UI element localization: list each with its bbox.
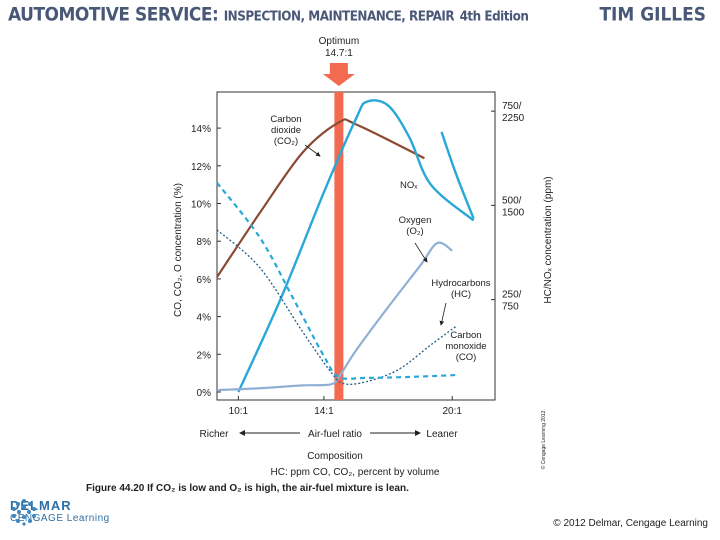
logo-text-cengage: CENGAGE Learning [10, 513, 110, 524]
x-tick-label: 20:1 [442, 406, 462, 417]
x-tick-label: 10:1 [229, 406, 249, 417]
co-label: Carbon [450, 330, 481, 341]
optimum-arrow-icon [322, 74, 355, 86]
o2-leader-arrow [414, 242, 428, 263]
plot-frame [216, 91, 496, 401]
x-axis-title: Air-fuel ratio [308, 429, 362, 440]
nox-curve [237, 99, 475, 393]
y-right-tick-label-bottom: 750 [502, 302, 519, 313]
side-credit: © Cengage Learning 2012 [540, 410, 547, 469]
delmar-logo: DELMAR CENGAGE Learning [10, 498, 110, 526]
y-right-tick-label-bottom: 2250 [502, 113, 525, 124]
copyright-notice: © 2012 Delmar, Cengage Learning [553, 518, 708, 529]
y-left-tick-label: 12% [191, 162, 211, 173]
cengage-logo-icon [12, 499, 36, 526]
co2-label: Carbon [270, 114, 301, 125]
co2-label: dioxide [271, 125, 301, 136]
o2-label: (O₂) [406, 226, 423, 237]
y-right-axis-title: HC/NOₓ concentration (ppm) [543, 176, 554, 303]
x-label-richer: Richer [200, 429, 230, 440]
hc-leader-arrow [439, 302, 447, 326]
optimum-arrow-shaft [329, 63, 348, 75]
y-left-tick-label: 10% [191, 200, 211, 211]
y-right-tick-label-top: 750/ [502, 101, 522, 112]
book-title: AUTOMOTIVE SERVICE: INSPECTION, MAINTENA… [8, 4, 529, 26]
composition-title: Composition [307, 451, 363, 462]
book-title-sub: INSPECTION, MAINTENANCE, REPAIR [223, 8, 455, 24]
y-right-tick-label-top: 500/ [502, 195, 522, 206]
x-label-leaner: Leaner [426, 429, 458, 440]
y-left-tick-label: 14% [191, 124, 211, 135]
composition-text: HC: ppm CO, CO₂, percent by volume [271, 467, 440, 478]
co-label: monoxide [445, 341, 486, 352]
y-left-tick-label: 0% [197, 388, 212, 399]
nox-label: NOₓ [400, 180, 418, 191]
co2-label: (CO₂) [274, 136, 298, 147]
o2-label: Oxygen [399, 215, 432, 226]
hc-label: Hydrocarbons [431, 278, 490, 289]
hc-label: (HC) [451, 289, 471, 300]
o2-tail-curve [440, 131, 475, 220]
co-curve [216, 229, 457, 385]
y-left-tick-label: 2% [197, 350, 212, 361]
co-label: (CO) [456, 352, 477, 363]
book-author: TIM GILLES [599, 4, 706, 26]
optimum-label: Optimum [319, 36, 360, 47]
x-tick-label: 14:1 [314, 406, 334, 417]
optimum-value: 14.7:1 [325, 48, 353, 59]
y-left-tick-label: 6% [197, 275, 212, 286]
y-right-tick-label-top: 250/ [502, 290, 522, 301]
book-edition: 4th Edition [459, 8, 529, 24]
co2-curve [216, 118, 425, 278]
figure-caption: Figure 44.20 If CO₂ is low and O₂ is hig… [86, 483, 409, 494]
hc-curve [216, 241, 453, 392]
y-right-tick-label-bottom: 1500 [502, 207, 525, 218]
y-left-tick-label: 8% [197, 237, 212, 248]
book-title-main: AUTOMOTIVE SERVICE: [8, 4, 219, 26]
co2-leader-arrow [304, 144, 321, 157]
optimum-bar [334, 92, 344, 400]
y-left-axis-title: CO, CO₂, O concentration (%) [173, 183, 184, 317]
y-left-tick-label: 4% [197, 313, 212, 324]
